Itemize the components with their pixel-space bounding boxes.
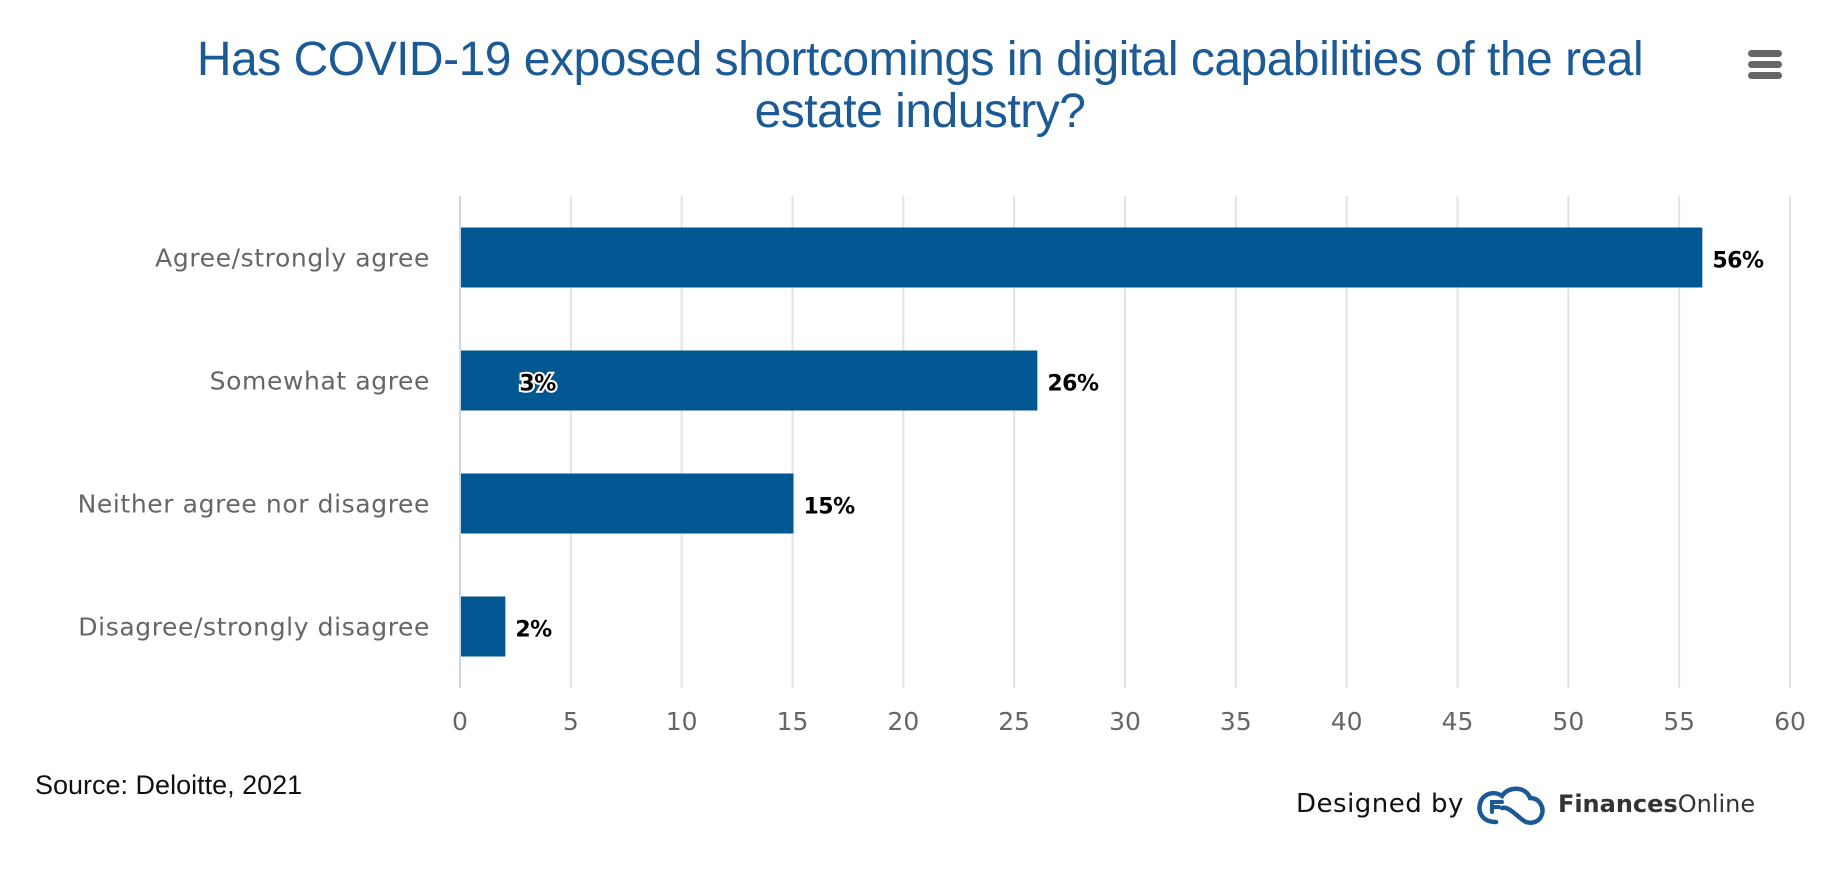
category-label: Somewhat agree bbox=[210, 367, 430, 396]
brand-bold: Finances bbox=[1557, 790, 1678, 818]
source-note: Source: Deloitte, 2021 bbox=[35, 770, 303, 800]
x-tick-label: 45 bbox=[1442, 707, 1474, 736]
category-label: Neither agree nor disagree bbox=[78, 490, 430, 519]
menu-line bbox=[1748, 72, 1782, 79]
data-label: 56% bbox=[1712, 249, 1764, 274]
bar bbox=[461, 473, 794, 534]
category-label: Agree/strongly agree bbox=[155, 244, 430, 273]
hamburger-menu-icon[interactable] bbox=[1745, 50, 1785, 86]
x-tick-label: 15 bbox=[777, 707, 809, 736]
bar bbox=[461, 227, 1703, 288]
x-tick-label: 30 bbox=[1109, 707, 1141, 736]
brand-regular: Online bbox=[1677, 790, 1756, 818]
x-tick-label: 50 bbox=[1552, 707, 1584, 736]
data-label: 26% bbox=[1047, 372, 1099, 397]
brand-name: FinancesOnline bbox=[1558, 790, 1755, 818]
x-tick-label: 25 bbox=[998, 707, 1030, 736]
designed-by-label: Designed by bbox=[1296, 789, 1464, 819]
x-tick-label: 5 bbox=[563, 707, 579, 736]
category-label: Disagree/strongly disagree bbox=[78, 613, 430, 642]
chart-title-line-1: Has COVID-19 exposed shortcomings in dig… bbox=[196, 33, 1644, 86]
x-tick-label: 10 bbox=[666, 707, 698, 736]
chart-title-line-2: estate industry? bbox=[754, 85, 1086, 138]
bar bbox=[461, 596, 506, 657]
x-tick-label: 20 bbox=[887, 707, 919, 736]
x-tick-label: 0 bbox=[452, 707, 468, 736]
data-label: 15% bbox=[804, 495, 856, 520]
menu-line bbox=[1748, 61, 1782, 68]
menu-line bbox=[1748, 50, 1782, 57]
data-label: 2% bbox=[515, 618, 552, 643]
bar bbox=[461, 350, 1038, 411]
x-tick-label: 55 bbox=[1663, 707, 1695, 736]
x-tick-label: 40 bbox=[1331, 707, 1363, 736]
designed-by-credit: Designed by FinancesOnline bbox=[1296, 782, 1755, 826]
financesonline-cloud-logo-icon bbox=[1477, 786, 1545, 825]
chart-title: Has COVID-19 exposed shortcomings in dig… bbox=[140, 34, 1700, 138]
x-tick-label: 35 bbox=[1220, 707, 1252, 736]
x-tick-label: 60 bbox=[1774, 707, 1806, 736]
in-bar-annotation: 3% bbox=[519, 372, 556, 397]
